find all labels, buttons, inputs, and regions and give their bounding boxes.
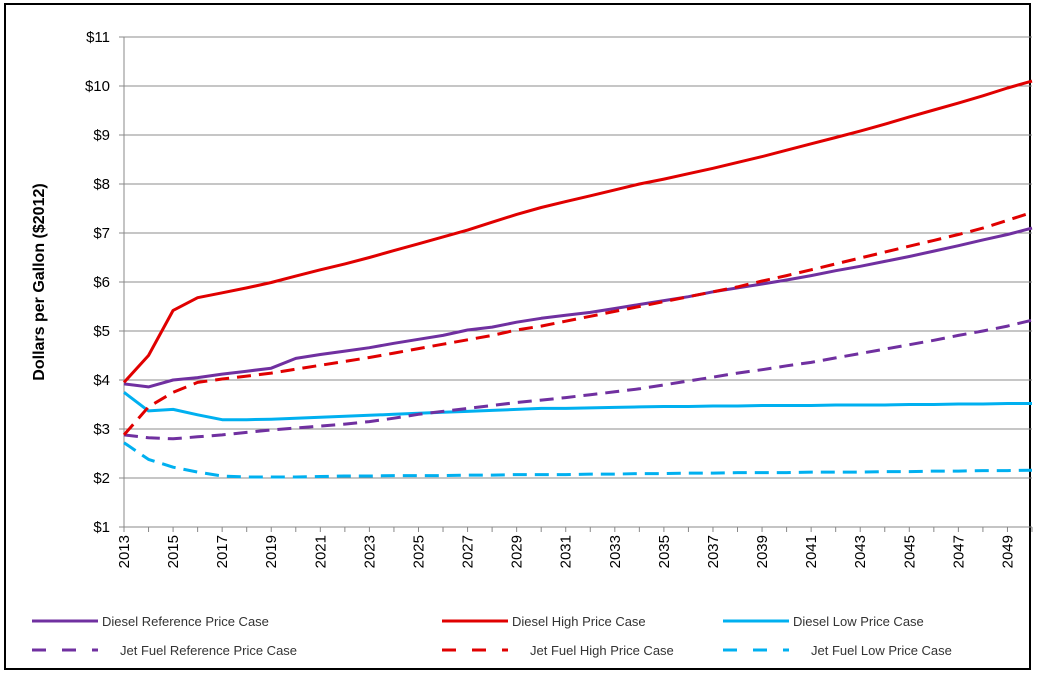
y-tick-label: $11 xyxy=(86,29,110,46)
legend-label: Jet Fuel Reference Price Case xyxy=(120,643,297,658)
x-tick-label: 2013 xyxy=(116,535,133,568)
y-tick-label: $4 xyxy=(93,372,110,389)
series-line-2 xyxy=(123,391,1032,422)
axes: $1 $2 $3 $4 $5 $6 $7 $8 $9 $10 $11 2013 2015 2017 2019… xyxy=(31,29,1033,568)
series-line-1 xyxy=(122,79,1033,384)
x-tick-label: 2025 xyxy=(410,535,427,568)
legend-label: Diesel High Price Case xyxy=(512,614,646,629)
series-line-5 xyxy=(123,441,1033,479)
y-tick-label: $7 xyxy=(93,225,110,242)
x-tick-label: 2019 xyxy=(263,535,280,568)
x-tick-label: 2043 xyxy=(852,535,869,568)
x-tick-label: 2035 xyxy=(656,535,673,568)
y-tick-label: $6 xyxy=(93,274,110,291)
x-tick-label: 2037 xyxy=(705,535,722,568)
x-tick-label: 2029 xyxy=(509,535,526,568)
x-tick-label: 2047 xyxy=(950,535,967,568)
x-tick-label: 2033 xyxy=(607,535,624,568)
series-lines xyxy=(122,79,1033,479)
legend: Diesel Reference Price Case Diesel High P… xyxy=(32,614,952,658)
series-line-4 xyxy=(122,210,1033,436)
y-tick-label: $9 xyxy=(93,127,110,144)
line-chart: $1 $2 $3 $4 $5 $6 $7 $8 $9 $10 $11 2013 2015 2017 2019… xyxy=(31,29,1033,658)
y-tick-label: $5 xyxy=(93,323,110,340)
x-tick-label: 2023 xyxy=(361,535,378,568)
y-tick-label: $1 xyxy=(93,519,110,536)
chart-frame: $1 $2 $3 $4 $5 $6 $7 $8 $9 $10 $11 2013 2015 2017 2019… xyxy=(4,3,1033,670)
x-tick-label: 2045 xyxy=(901,535,918,568)
x-tick-label: 2039 xyxy=(754,535,771,568)
series-line-0 xyxy=(123,226,1033,389)
x-tick-label: 2027 xyxy=(460,535,477,568)
x-tick-label: 2021 xyxy=(312,535,329,568)
y-tick-label: $2 xyxy=(93,470,110,487)
legend-label: Jet Fuel High Price Case xyxy=(530,643,674,658)
x-tick-label: 2031 xyxy=(558,535,575,568)
legend-label: Diesel Reference Price Case xyxy=(102,614,269,629)
y-tick-label: $10 xyxy=(85,78,110,95)
x-tick-label: 2049 xyxy=(999,535,1016,568)
x-tick-label: 2041 xyxy=(803,535,820,568)
legend-label: Jet Fuel Low Price Case xyxy=(811,643,952,658)
y-axis-title: Dollars per Gallon ($2012) xyxy=(31,183,48,380)
y-tick-label: $3 xyxy=(93,421,110,438)
gridlines xyxy=(124,36,1032,528)
legend-label: Diesel Low Price Case xyxy=(793,614,924,629)
y-tick-label: $8 xyxy=(93,176,110,193)
x-tick-label: 2015 xyxy=(165,535,182,568)
x-tick-label: 2017 xyxy=(214,535,231,568)
